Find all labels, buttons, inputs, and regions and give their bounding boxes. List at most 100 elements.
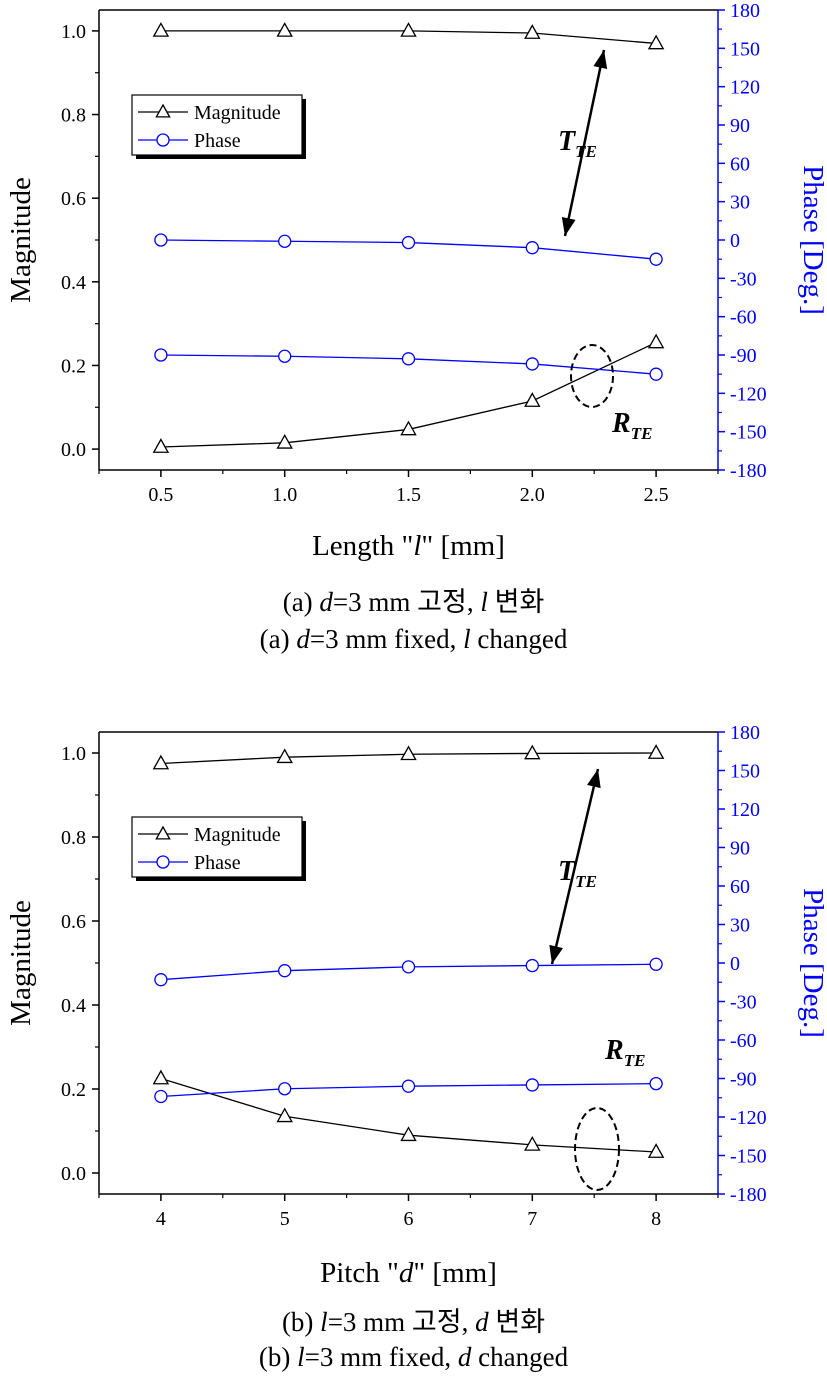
y2-tick-label: 0: [730, 953, 740, 975]
phase-point: [525, 357, 539, 371]
y2-tick-label: 150: [730, 38, 760, 60]
reflection-ellipse: [570, 344, 614, 408]
y2-tick-label: -180: [730, 1184, 767, 1206]
y2-tick-label: 120: [730, 77, 760, 99]
phase-point: [525, 958, 539, 973]
x-tick-label: 2.0: [520, 484, 545, 506]
transmission-arrow-head-up: [593, 50, 608, 70]
y-tick-label: 0.8: [61, 105, 86, 127]
magnitude-point: [400, 745, 417, 761]
phase-point: [525, 1078, 539, 1092]
phase-point: [649, 252, 663, 266]
y-tick-label: 1.0: [61, 743, 86, 765]
y2-tick-label: 90: [730, 115, 750, 137]
y2-tick-label: -120: [730, 1107, 767, 1129]
phase-point: [154, 1089, 168, 1104]
magnitude-point: [276, 433, 293, 449]
phase-point: [649, 367, 663, 381]
legend-label: Magnitude: [194, 102, 281, 124]
y2-tick-label: -90: [730, 345, 757, 367]
caption-korean-b: (b) l=3 mm 고정, d 변화: [281, 1307, 546, 1337]
legend-circle-marker: [156, 855, 170, 869]
y2-tick-label: -60: [730, 1030, 757, 1052]
y-tick-label: 0.2: [61, 1079, 86, 1101]
phase-point: [649, 957, 663, 971]
x-tick-label: 5: [280, 1208, 290, 1230]
x-tick-label: 1.5: [396, 484, 421, 506]
phase-point: [154, 973, 168, 987]
caption-english-b: (b) l=3 mm fixed, d changed: [258, 1342, 569, 1372]
transmission-label: TTE: [558, 856, 597, 891]
y2-tick-label: 30: [730, 192, 750, 214]
x-tick-label: 2.5: [644, 484, 669, 506]
legend-label: Phase: [194, 130, 241, 152]
caption-korean-a: (a) d=3 mm 고정, l 변화: [282, 587, 545, 617]
transmission-arrow-shaft: [550, 768, 600, 965]
y-tick-label: 1.0: [61, 21, 86, 43]
y2-tick-label: 120: [730, 799, 760, 821]
y2-tick-label: -150: [730, 1146, 767, 1168]
phase-point: [278, 349, 292, 363]
x-tick-label: 0.5: [148, 484, 173, 506]
x-tick-label: 4: [156, 1208, 166, 1230]
y-tick-label: 0.8: [61, 827, 86, 849]
phase-point: [154, 233, 168, 247]
magnitude-point: [400, 420, 417, 436]
x-axis-label: Pitch "d" [mm]: [320, 1257, 497, 1289]
transmission-arrow-head-down: [549, 944, 563, 964]
reflection-label: RTE: [611, 408, 652, 443]
magnitude-point: [647, 1143, 665, 1158]
y2-tick-label: 180: [730, 722, 760, 744]
y-tick-label: 0.4: [61, 995, 86, 1017]
magnitude-point: [524, 744, 541, 760]
phase-point: [278, 234, 292, 248]
legend-label: Magnitude: [194, 824, 281, 846]
y2-tick-label: 60: [730, 876, 750, 898]
x-tick-label: 7: [527, 1208, 537, 1230]
magnitude-point: [276, 1107, 293, 1123]
y2-axis-label: Phase [Deg.]: [797, 165, 827, 315]
chart-b: 4 5 6 7 8 0.0 0.2 0.4 0.6 0.8 1.0 -180 -150 -120 -90 -6…: [5, 722, 827, 1289]
y2-tick-label: -180: [730, 460, 767, 482]
reflection-label: RTE: [604, 1035, 645, 1070]
figure-a: 0.5 1.0 1.5 2.0 2.5 0.0 0.2 0.4 0.6 0.8 1.0 -180 -15…: [5, 0, 827, 654]
magnitude-point: [400, 1126, 417, 1142]
phase-point: [401, 235, 416, 250]
magnitude-point: [400, 22, 417, 37]
phase-point: [278, 964, 292, 978]
y2-tick-label: -30: [730, 992, 757, 1014]
y2-axis-label: Phase [Deg.]: [797, 888, 827, 1038]
x-tick-label: 1.0: [272, 484, 297, 506]
y2-tick-label: 150: [730, 761, 760, 783]
magnitude-point: [152, 22, 170, 37]
magnitude-point: [524, 392, 541, 407]
legend-circle-marker: [156, 133, 170, 147]
y-axis-label: Magnitude: [5, 900, 37, 1026]
y-tick-label: 0.6: [61, 188, 86, 210]
y2-tick-label: 60: [730, 153, 750, 175]
y2-tick-label: -120: [730, 383, 767, 405]
legend-triangle-marker: [155, 825, 171, 840]
y2-tick-label: 90: [730, 838, 750, 860]
phase-point: [401, 960, 416, 974]
transmission-arrow-head-down: [561, 216, 576, 236]
legend-triangle-marker: [155, 103, 171, 118]
y2-tick-label: 180: [730, 0, 760, 22]
transmission-label: TTE: [558, 126, 597, 161]
magnitude-point: [276, 22, 293, 37]
magnitude-point: [152, 1069, 170, 1085]
caption-english-a: (a) d=3 mm fixed, l changed: [259, 624, 568, 654]
magnitude-point: [152, 438, 170, 453]
legend-label: Phase: [194, 852, 241, 874]
y2-tick-label: -90: [730, 1069, 757, 1091]
y2-tick-label: -30: [730, 268, 757, 290]
figure-b: 4 5 6 7 8 0.0 0.2 0.4 0.6 0.8 1.0 -180 -150 -120 -90 -6…: [0, 694, 827, 1388]
magnitude-point: [276, 748, 293, 764]
x-axis-label: Length "l" [mm]: [312, 530, 505, 562]
phase-point: [401, 1079, 416, 1093]
phase-point: [154, 348, 168, 362]
y-tick-label: 0.0: [61, 1163, 86, 1185]
magnitude-point: [647, 744, 665, 759]
chart-a: 0.5 1.0 1.5 2.0 2.5 0.0 0.2 0.4 0.6 0.8 1.0 -180 -15…: [5, 0, 827, 562]
x-tick-label: 6: [404, 1208, 414, 1230]
